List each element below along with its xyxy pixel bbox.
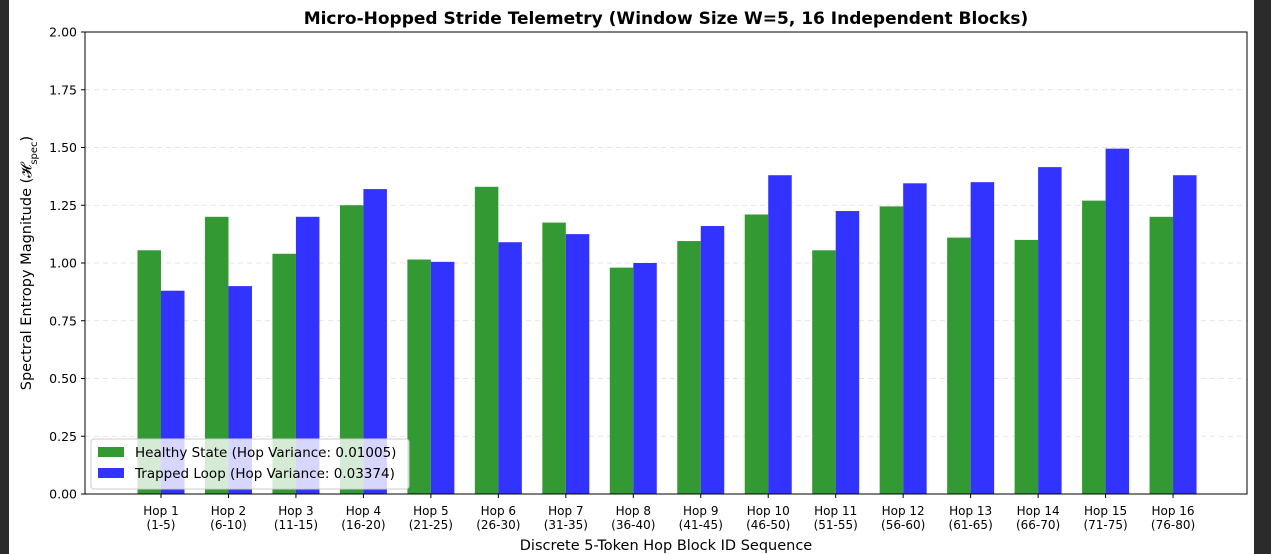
x-tick-sublabel: (51-55): [814, 518, 858, 532]
x-tick-label: Hop 2: [211, 504, 246, 518]
bar-trapped: [835, 211, 860, 494]
bar-healthy: [1014, 239, 1039, 494]
x-tick-label: Hop 9: [683, 504, 718, 518]
bar-healthy: [204, 216, 229, 495]
y-axis-label-main: Spectral Entropy Magnitude (𝓗: [19, 161, 35, 391]
x-tick-label: Hop 8: [616, 504, 651, 518]
bar-trapped: [903, 183, 927, 494]
bar-healthy: [137, 250, 161, 494]
x-axis: Hop 1(1-5) Hop 2(6-10) Hop 3(11-15) Hop 4(1…: [143, 494, 1195, 532]
x-tick-sublabel: (71-75): [1083, 518, 1127, 532]
x-tick-label: Hop 11: [814, 504, 857, 518]
y-tick-label: 1.25: [49, 198, 77, 213]
bar-healthy: [542, 222, 566, 494]
y-tick-label: 0.75: [49, 313, 77, 328]
x-tick-label: Hop 7: [548, 504, 583, 518]
bar-trapped: [1173, 175, 1197, 494]
x-tick-sublabel: (11-15): [274, 518, 318, 532]
legend-label-healthy: Healthy State (Hop Variance: 0.01005): [135, 445, 396, 461]
x-tick-sublabel: (1-5): [147, 518, 176, 532]
x-tick-label: Hop 14: [1017, 504, 1060, 518]
chart-title: Micro-Hopped Stride Telemetry (Window Si…: [304, 9, 1029, 29]
x-tick-sublabel: (76-80): [1151, 518, 1195, 532]
bar-trapped: [970, 182, 995, 494]
y-tick-label: 2.00: [49, 25, 77, 40]
x-tick-sublabel: (21-25): [409, 518, 453, 532]
bar-healthy: [407, 259, 431, 494]
y-axis: 0.00 0.25 0.50 0.75 1.00 1.25 1.50 1.75 2.00: [49, 25, 85, 502]
y-axis-label-subscript: spec: [29, 141, 40, 164]
bar-trapped: [430, 261, 455, 494]
bar-healthy: [1149, 216, 1174, 495]
bar-trapped: [498, 242, 522, 494]
bar-trapped: [295, 216, 320, 495]
bar-healthy: [744, 214, 769, 495]
bar-healthy: [339, 205, 364, 494]
x-tick-label: Hop 16: [1152, 504, 1195, 518]
y-tick-label: 1.75: [49, 82, 77, 97]
y-axis-label: Spectral Entropy Magnitude (𝓗spec): [19, 136, 40, 390]
bar-chart: Micro-Hopped Stride Telemetry (Window Si…: [19, 9, 1248, 554]
grid-lines: [85, 89, 1247, 437]
bars: [137, 148, 1197, 495]
x-tick-label: Hop 4: [346, 504, 381, 518]
chart-canvas: Micro-Hopped Stride Telemetry (Window Si…: [9, 0, 1254, 554]
x-tick-sublabel: (26-30): [476, 518, 520, 532]
y-tick-label: 0.00: [49, 487, 77, 502]
x-tick-sublabel: (31-35): [544, 518, 588, 532]
bar-trapped: [1105, 148, 1130, 494]
x-tick-sublabel: (16-20): [341, 518, 385, 532]
bar-trapped: [633, 263, 657, 494]
x-tick-label: Hop 1: [143, 504, 178, 518]
bar-trapped: [1038, 167, 1062, 494]
bar-trapped: [700, 226, 725, 495]
x-tick-label: Hop 5: [413, 504, 448, 518]
legend-swatch-healthy: [98, 447, 124, 457]
bar-healthy: [812, 250, 836, 494]
legend: Healthy State (Hop Variance: 0.01005) Tr…: [90, 438, 410, 490]
bar-healthy: [272, 253, 296, 494]
x-tick-sublabel: (36-40): [611, 518, 655, 532]
bar-healthy: [474, 186, 499, 494]
bar-trapped: [565, 234, 590, 494]
bar-trapped: [768, 175, 792, 494]
y-tick-label: 1.50: [49, 140, 77, 155]
bar-healthy: [609, 267, 634, 494]
x-tick-label: Hop 13: [949, 504, 992, 518]
x-tick-sublabel: (61-65): [949, 518, 993, 532]
bar-healthy: [947, 237, 971, 494]
x-axis-label: Discrete 5-Token Hop Block ID Sequence: [520, 538, 813, 554]
x-tick-sublabel: (6-10): [210, 518, 247, 532]
y-tick-label: 1.00: [49, 256, 77, 271]
x-tick-label: Hop 6: [481, 504, 516, 518]
bar-healthy: [677, 241, 701, 494]
bar-healthy: [1082, 200, 1106, 494]
legend-box: [90, 438, 410, 490]
legend-label-trapped: Trapped Loop (Hop Variance: 0.03374): [134, 466, 395, 482]
x-tick-sublabel: (56-60): [881, 518, 925, 532]
x-tick-label: Hop 12: [882, 504, 925, 518]
x-tick-label: Hop 10: [747, 504, 790, 518]
y-tick-label: 0.50: [49, 371, 77, 386]
bar-trapped: [363, 189, 387, 494]
y-axis-label-close: ): [19, 136, 35, 142]
x-tick-sublabel: (46-50): [746, 518, 790, 532]
x-tick-label: Hop 3: [278, 504, 313, 518]
x-tick-sublabel: (66-70): [1016, 518, 1060, 532]
bar-healthy: [879, 206, 904, 494]
x-tick-label: Hop 15: [1084, 504, 1127, 518]
y-tick-label: 0.25: [49, 429, 77, 444]
legend-swatch-trapped: [98, 468, 124, 478]
x-tick-sublabel: (41-45): [679, 518, 723, 532]
